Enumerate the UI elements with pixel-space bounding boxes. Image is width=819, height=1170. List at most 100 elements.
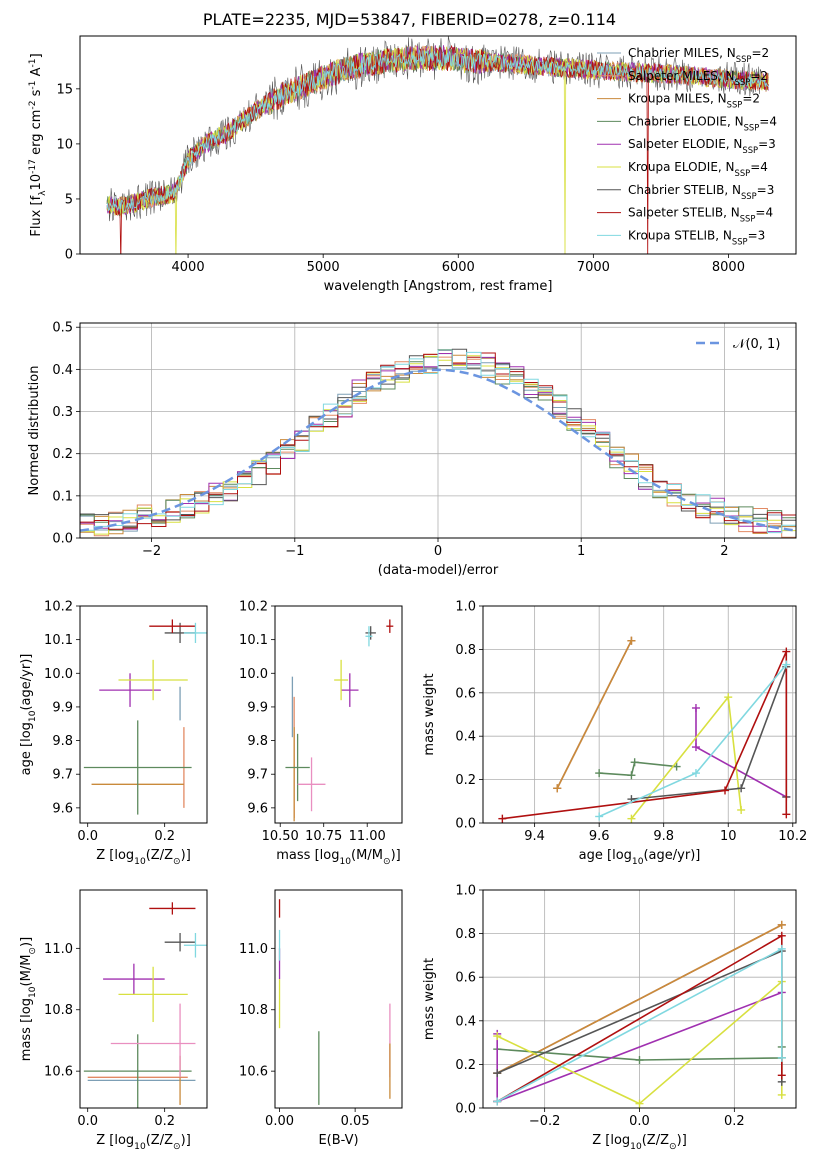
weight-series-marker	[724, 693, 733, 702]
weight-series-line	[496, 924, 783, 1074]
y-tick-label: 9.6	[247, 801, 268, 816]
y-tick-label: 0.2	[455, 1058, 476, 1073]
legend-label: 𝒩(0, 1)	[733, 337, 780, 352]
errorbar-point	[386, 619, 394, 633]
weight-series-marker	[627, 771, 636, 780]
spectrum-frame	[79, 35, 797, 255]
y-tick-label: 0.8	[455, 643, 476, 658]
y-tick-label: 10.2	[44, 600, 73, 615]
mass-vs-Z-ylabel: mass [log10(M/M⊙)]	[19, 937, 38, 1061]
legend-label: Kroupa STELIB, NSSP=3	[628, 228, 765, 246]
y-tick-label: 10.0	[239, 667, 268, 682]
y-tick-label: 9.8	[52, 734, 73, 749]
y-tick-label: 10.8	[44, 1003, 73, 1018]
age-vs-mass-axes: 10.50 10.75 11.00 9.6 9.7 9.8 9.9 10.0 10.1 10.2 m…	[239, 600, 403, 867]
y-tick-label: 1.0	[455, 884, 476, 899]
age-vs-mass-frame	[274, 605, 403, 824]
spectrum-lines	[106, 36, 769, 254]
weight-series-marker	[493, 1032, 502, 1041]
x-tick-label: 10.75	[305, 829, 342, 844]
spectrum-series-7	[106, 44, 769, 254]
spectrum-ylabel: Flux [fλ10-17 erg cm-2 s-1 A-1]	[28, 53, 48, 236]
x-tick-label: 0.2	[154, 1114, 175, 1129]
x-tick-label: 10.50	[262, 829, 299, 844]
spectrum-xlabel: wavelength [Angstrom, rest frame]	[324, 279, 553, 294]
weight-series-marker	[553, 784, 562, 793]
mass-vs-EBV-axes: 0.00 0.05 10.6 10.8 11.0 E(B-V)	[239, 889, 403, 1148]
y-tick-label: 0.2	[52, 447, 73, 462]
age-vs-mass-xlabel: mass [log10(M/M⊙)]	[276, 848, 400, 867]
x-tick-label: 8000	[712, 260, 745, 275]
x-tick-label: 6000	[442, 260, 475, 275]
mass-vs-Z-xlabel: Z [log10(Z/Z⊙)]	[96, 1133, 191, 1152]
age-vs-Z-axes: 0.0 0.2 9.6 9.7 9.8 9.9 10.0 10.1 10.2 Z [log10(Z…	[19, 600, 208, 867]
errorbar-point	[118, 659, 188, 701]
mass-vs-Z-frame	[79, 889, 208, 1109]
errorbar-point	[164, 932, 196, 952]
y-tick-label: 9.7	[247, 768, 268, 783]
weight-series-marker	[777, 1071, 786, 1080]
y-tick-label: 15	[56, 82, 73, 97]
y-tick-label: 5	[65, 192, 73, 207]
weight-series-marker	[627, 814, 636, 823]
spectrum-axes: 4000 5000 6000 7000 8000 0 5 10 15 wavelength [An…	[28, 35, 797, 294]
x-tick-label: 2	[720, 544, 728, 559]
x-tick-label: 5000	[307, 260, 340, 275]
x-tick-label: 9.4	[524, 829, 545, 844]
mass-vs-EBV-points	[278, 899, 391, 1105]
y-tick-label: 0.6	[455, 686, 476, 701]
y-tick-label: 10.6	[44, 1065, 73, 1080]
massweight-vs-age-axes: 9.4 9.6 9.8 10 10.2 0.0 0.2 0.4 0.6 0.8 1.0 age [lo…	[422, 600, 807, 868]
spectrum-legend: Chabrier MILES, NSSP=2 Salpeter MILES, NS…	[597, 46, 777, 246]
massweight-vs-age-frame	[482, 605, 797, 824]
weight-series-marker	[721, 786, 730, 795]
legend-label: Chabrier ELODIE, NSSP=4	[628, 114, 777, 132]
weight-series-marker	[691, 703, 700, 712]
y-tick-label: 10.8	[239, 1003, 268, 1018]
age-vs-mass-points	[285, 619, 394, 822]
errorbar-point	[334, 659, 349, 701]
x-tick-label: 0.05	[341, 1114, 370, 1129]
y-tick-label: 0.4	[455, 730, 476, 745]
x-tick-label: 0.00	[265, 1114, 294, 1129]
x-tick-label: 0	[434, 544, 442, 559]
x-tick-label: 1	[577, 544, 585, 559]
x-tick-label: −0.2	[529, 1114, 561, 1129]
residuals-axes: −2 −1 0 1 2 0.0 0.1 0.2 0.3 0.4 0.5 (data-model)/er…	[27, 321, 797, 578]
weight-series-marker	[691, 743, 700, 752]
massweight-vs-Z-xlabel: Z [log10(Z/Z⊙)]	[592, 1133, 687, 1152]
errorbar-point	[341, 673, 359, 707]
weight-series-marker	[493, 1069, 502, 1078]
x-tick-label: 10.2	[778, 829, 807, 844]
weight-series-marker	[777, 931, 786, 940]
residuals-frame	[79, 322, 797, 539]
legend-label: Chabrier MILES, NSSP=2	[628, 46, 769, 64]
residuals-ylabel: Normed distribution	[27, 366, 42, 496]
errorbar-point	[99, 673, 161, 707]
x-tick-label: 0.0	[77, 1114, 98, 1129]
y-tick-label: 0.0	[455, 1102, 476, 1117]
errorbar-point	[285, 733, 310, 802]
histogram-series-8	[80, 349, 796, 538]
x-tick-label: −1	[285, 544, 304, 559]
weight-series-marker	[777, 944, 786, 953]
x-tick-label: 9.8	[653, 829, 674, 844]
errorbar-point	[83, 1034, 192, 1108]
y-tick-label: 10	[56, 137, 73, 152]
massweight-vs-age-xlabel: age [log10(age/yr)]	[579, 848, 701, 867]
weight-series-marker	[635, 1056, 644, 1065]
massweight-vs-Z-lines	[493, 920, 786, 1108]
massweight-vs-Z-frame	[482, 889, 797, 1109]
weight-series-marker	[595, 769, 604, 778]
weight-series-marker	[777, 1090, 786, 1099]
y-tick-label: 9.6	[52, 801, 73, 816]
x-tick-label: 11.00	[349, 829, 386, 844]
errorbar-point	[365, 626, 373, 647]
errorbar-point	[83, 720, 192, 815]
y-tick-label: 10.2	[239, 600, 268, 615]
y-tick-label: 0.0	[455, 817, 476, 832]
figure-title: PLATE=2235, MJD=53847, FIBERID=0278, z=0…	[202, 10, 617, 29]
weight-series-marker	[627, 636, 636, 645]
y-tick-label: 0.4	[52, 363, 73, 378]
errorbar-point	[183, 932, 207, 958]
